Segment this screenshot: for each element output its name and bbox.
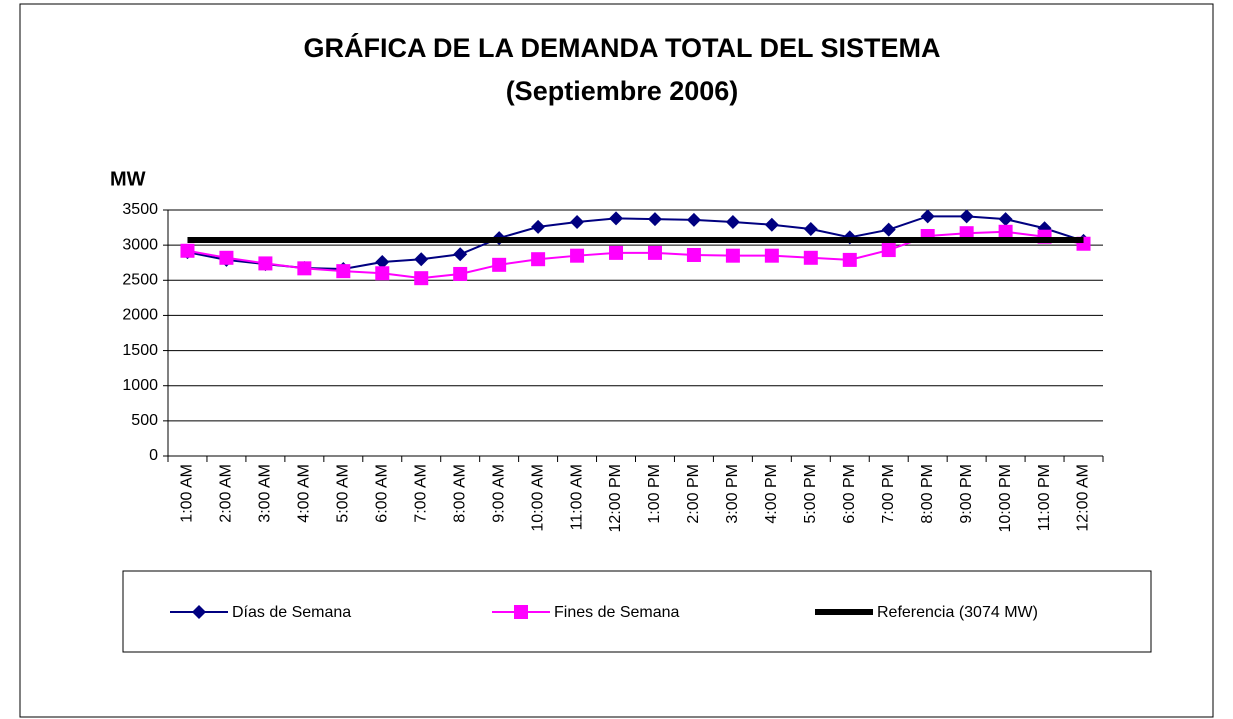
legend-label: Referencia (3074 MW): [877, 604, 1038, 621]
point-marker: [570, 214, 585, 229]
point-marker: [842, 252, 857, 267]
y-tick-label: 500: [131, 412, 158, 429]
point-marker: [647, 212, 662, 227]
point-marker: [764, 217, 779, 232]
point-marker: [492, 257, 507, 272]
x-tick-label: 8:00 AM: [451, 464, 468, 523]
point-marker: [609, 211, 624, 226]
point-marker: [998, 212, 1013, 227]
point-marker: [920, 209, 935, 224]
point-marker: [414, 271, 429, 286]
point-marker: [258, 256, 273, 271]
point-marker: [959, 226, 974, 241]
x-tick-label: 3:00 AM: [257, 464, 274, 523]
point-marker: [375, 255, 390, 270]
point-marker: [647, 245, 662, 260]
x-tick-label: 5:00 AM: [335, 464, 352, 523]
point-marker: [609, 245, 624, 260]
y-tick-label: 2000: [122, 307, 158, 324]
point-marker: [998, 224, 1013, 239]
point-marker: [531, 219, 546, 234]
point-marker: [297, 261, 312, 276]
point-marker: [959, 209, 974, 224]
point-marker: [336, 264, 351, 279]
x-tick-label: 7:00 PM: [880, 464, 897, 524]
point-marker: [881, 222, 896, 237]
point-marker: [531, 252, 546, 267]
x-tick-label: 11:00 PM: [1036, 464, 1053, 531]
y-tick-label: 1500: [122, 342, 158, 359]
point-marker: [803, 250, 818, 265]
y-tick-label: 3000: [122, 236, 158, 253]
x-tick-label: 4:00 PM: [763, 464, 780, 524]
y-tick-label: 2500: [122, 272, 158, 289]
x-tick-label: 10:00 AM: [529, 464, 546, 532]
point-marker: [881, 243, 896, 258]
legend-label: Fines de Semana: [554, 604, 680, 621]
point-marker: [375, 266, 390, 281]
point-marker: [803, 221, 818, 236]
point-marker: [725, 214, 740, 229]
x-tick-label: 9:00 AM: [490, 464, 507, 523]
legend-box: [122, 570, 1152, 653]
x-tick-label: 11:00 AM: [568, 464, 585, 530]
x-tick-label: 7:00 AM: [412, 464, 429, 523]
legend-label: Días de Semana: [232, 604, 351, 621]
x-tick-label: 5:00 PM: [802, 464, 819, 524]
x-tick-label: 4:00 AM: [296, 464, 313, 523]
point-marker: [686, 212, 701, 227]
x-tick-label: 6:00 AM: [373, 464, 390, 523]
legend-marker: [192, 605, 206, 619]
x-tick-label: 2:00 PM: [685, 464, 702, 524]
point-marker: [180, 243, 195, 258]
point-marker: [414, 252, 429, 267]
y-tick-label: 3500: [122, 201, 158, 218]
x-tick-label: 1:00 AM: [179, 464, 196, 523]
x-tick-label: 2:00 AM: [218, 464, 235, 523]
x-tick-label: 10:00 PM: [997, 464, 1014, 532]
y-tick-label: 1000: [122, 377, 158, 394]
legend-marker: [514, 605, 528, 619]
y-axis-label: MW: [110, 168, 146, 190]
point-marker: [686, 247, 701, 262]
point-marker: [453, 266, 468, 281]
point-marker: [725, 248, 740, 263]
point-marker: [453, 247, 468, 262]
point-marker: [219, 250, 234, 265]
x-tick-label: 1:00 PM: [646, 464, 663, 524]
x-tick-label: 3:00 PM: [724, 464, 741, 524]
y-tick-label: 0: [149, 447, 158, 464]
point-marker: [570, 248, 585, 263]
x-tick-label: 8:00 PM: [919, 464, 936, 524]
x-tick-label: 6:00 PM: [841, 464, 858, 524]
x-tick-label: 12:00 AM: [1075, 464, 1092, 532]
x-tick-label: 12:00 PM: [607, 464, 624, 532]
point-marker: [764, 248, 779, 263]
chart-subtitle: (Septiembre 2006): [506, 76, 739, 106]
x-tick-label: 9:00 PM: [958, 464, 975, 524]
chart-title: GRÁFICA DE LA DEMANDA TOTAL DEL SISTEMA: [303, 32, 940, 63]
